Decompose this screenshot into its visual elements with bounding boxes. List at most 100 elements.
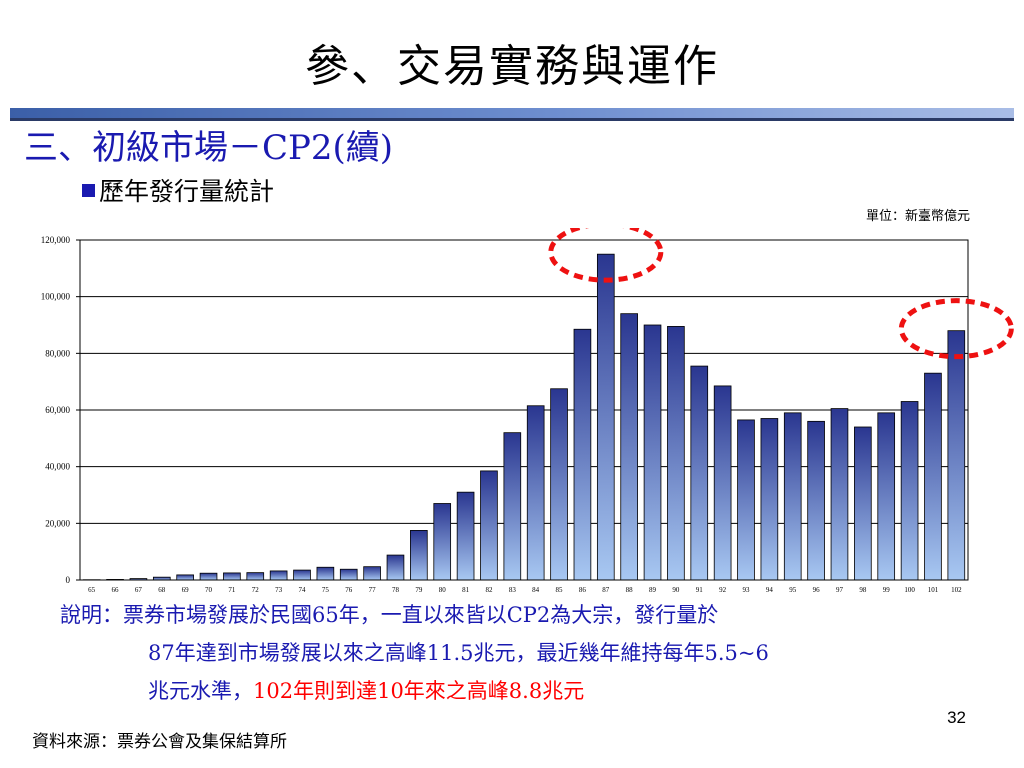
page-number: 32 (947, 708, 966, 727)
square-bullet-icon (82, 184, 95, 197)
bar-99 (877, 412, 896, 581)
x-tick-label: 80 (439, 586, 447, 594)
x-tick-label: 77 (369, 586, 377, 594)
bar-78 (386, 554, 405, 581)
y-tick-label: 100,000 (41, 292, 71, 302)
note-line-3-highlight: 102年則到達10年來之高峰8.8兆元 (253, 679, 585, 703)
chart-note: 說明：票券市場發展於民國65年，一直以來皆以CP2為大宗，發行量於 87年達到市… (60, 596, 769, 710)
x-tick-label: 67 (135, 586, 143, 594)
x-tick-label: 93 (743, 586, 751, 594)
title-rule (10, 108, 1014, 118)
bar-91 (690, 365, 709, 581)
bar-79 (410, 530, 428, 581)
x-tick-label: 82 (485, 586, 493, 594)
bar-chart: 020,00040,00060,00080,000100,000120,000 … (41, 228, 1014, 594)
x-tick-label: 98 (859, 586, 867, 594)
x-tick-label: 71 (228, 586, 236, 594)
title-rule-underline (10, 118, 1014, 121)
y-tick-label: 20,000 (45, 518, 70, 528)
bar-75 (316, 566, 335, 581)
source-note: 資料來源：票券公會及集保結算所 (32, 732, 287, 752)
x-tick-label: 99 (883, 586, 891, 594)
bar-96 (807, 420, 825, 581)
bar-85 (550, 388, 568, 581)
bar-76 (339, 568, 358, 581)
bar-90 (667, 326, 685, 581)
note-line-3-plain: 兆元水準， (148, 679, 253, 703)
x-tick-label: 90 (672, 586, 680, 594)
bar-95 (783, 412, 802, 581)
bar-83 (503, 432, 522, 581)
unit-note: 單位：新臺幣億元 (865, 209, 970, 224)
bar-94 (760, 418, 779, 581)
bar-89 (643, 324, 662, 581)
x-tick-label: 81 (462, 586, 470, 594)
x-tick-label: 85 (556, 586, 564, 594)
y-tick-label: 60,000 (45, 405, 70, 415)
y-tick-label: 80,000 (45, 348, 70, 358)
section-heading: 三、初級市場－CP2(續) (24, 128, 394, 168)
bar-101 (924, 372, 942, 581)
note-line-3: 兆元水準，102年則到達10年來之高峰8.8兆元 (60, 672, 769, 710)
y-tick-label: 0 (66, 575, 71, 585)
x-tick-label: 73 (275, 586, 283, 594)
x-tick-label: 65 (88, 586, 96, 594)
x-tick-label: 101 (928, 586, 939, 594)
x-tick-label: 66 (112, 586, 120, 594)
bar-70 (199, 572, 218, 581)
x-tick-label: 87 (602, 586, 610, 594)
x-tick-label: 88 (626, 586, 634, 594)
x-tick-label: 79 (415, 586, 423, 594)
bar-69 (176, 574, 194, 581)
y-tick-label: 40,000 (45, 462, 70, 472)
bar-71 (223, 572, 241, 581)
bar-100 (900, 401, 919, 581)
bar-98 (854, 426, 872, 581)
bar-93 (737, 419, 755, 581)
bar-102 (947, 330, 966, 581)
x-axis-ticks: 65 66 67 68 69 70 71 72 73 74 75 76 77 78 79 80 81 82 83 84… (88, 586, 962, 594)
bar-97 (830, 408, 849, 581)
bar-72 (246, 572, 265, 581)
bar-84 (526, 405, 545, 581)
x-tick-label: 69 (182, 586, 190, 594)
bar-74 (293, 569, 311, 581)
x-tick-label: 72 (252, 586, 260, 594)
x-tick-label: 78 (392, 586, 400, 594)
note-line-2: 87年達到市場發展以來之高峰11.5兆元，最近幾年維持每年5.5~6 (148, 641, 769, 665)
bullet-text: 歷年發行量統計 (99, 177, 275, 206)
y-axis-ticks: 0 20,000 40,000 60,000 80,000 100,000 120,000 (41, 235, 80, 585)
bar-82 (480, 470, 498, 581)
y-tick-label: 120,000 (41, 235, 71, 245)
x-tick-label: 76 (345, 586, 353, 594)
x-tick-label: 68 (158, 586, 166, 594)
x-tick-label: 92 (719, 586, 727, 594)
bar-92 (713, 385, 732, 581)
bar-87 (596, 253, 615, 581)
bars (82, 253, 966, 581)
bar-88 (620, 313, 638, 581)
bullet-item: 歷年發行量統計 (82, 172, 274, 208)
note-line-1: 說明：票券市場發展於民國65年，一直以來皆以CP2為大宗，發行量於 (60, 603, 719, 627)
x-tick-label: 84 (532, 586, 540, 594)
x-tick-label: 91 (696, 586, 704, 594)
x-tick-label: 95 (789, 586, 797, 594)
x-tick-label: 102 (951, 586, 962, 594)
x-tick-label: 75 (322, 586, 330, 594)
x-tick-label: 94 (766, 586, 774, 594)
bar-77 (363, 566, 381, 581)
highlight-circles (548, 228, 1014, 360)
highlight-circle-87 (548, 228, 664, 283)
x-tick-label: 97 (836, 586, 844, 594)
x-tick-label: 96 (813, 586, 821, 594)
x-tick-label: 83 (509, 586, 517, 594)
slide-title: 參、交易實務與運作 (305, 41, 719, 92)
bar-73 (269, 570, 288, 581)
x-tick-label: 74 (299, 586, 307, 594)
x-tick-label: 89 (649, 586, 657, 594)
x-tick-label: 70 (205, 586, 213, 594)
x-tick-label: 100 (904, 586, 915, 594)
bar-80 (433, 503, 452, 581)
bar-86 (573, 328, 592, 581)
x-tick-label: 86 (579, 586, 587, 594)
